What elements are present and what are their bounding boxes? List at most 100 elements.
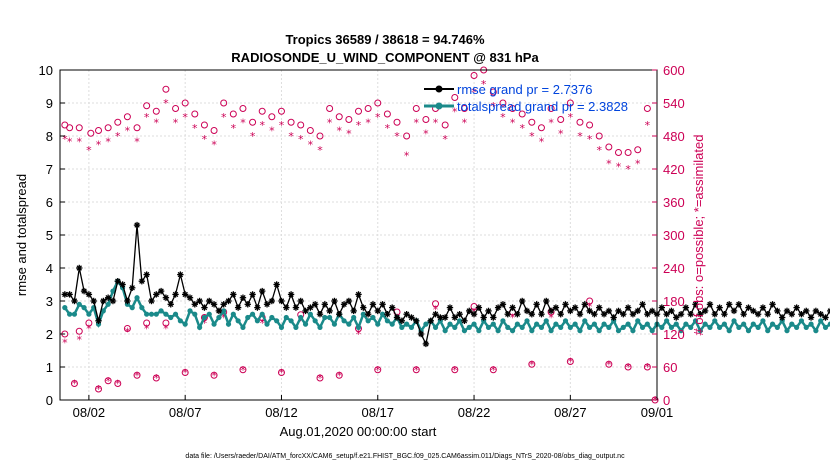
obs-possible-point (451, 94, 459, 101)
obs-assimilated-point: * (548, 312, 554, 325)
obs-possible-point (326, 105, 334, 112)
obs-possible-point (200, 121, 208, 129)
obs-assimilated-point: * (125, 325, 131, 338)
rmse-point (403, 311, 410, 318)
obs-assimilated-point: * (548, 116, 554, 129)
rmse-point (730, 307, 738, 315)
rmse-point (441, 314, 449, 321)
rmse-point (687, 311, 694, 318)
spread-point (505, 324, 511, 330)
y-axis-label: rmse and totalspread (14, 174, 29, 296)
spread-point (302, 321, 309, 327)
spread-point (818, 318, 824, 324)
obs-possible-point (104, 124, 112, 132)
spread-point (635, 318, 641, 324)
obs-assimilated-point: * (365, 116, 371, 129)
obs-possible-point (191, 110, 199, 118)
obs-assimilated-point: * (96, 138, 102, 151)
rmse-point (148, 297, 155, 305)
rmse-point (682, 304, 690, 311)
spread-point (615, 328, 622, 334)
y-axis-right: 0 60 120 180 240 300 360 420 480 540 600 (652, 63, 685, 408)
obs-assimilated-point: * (288, 130, 294, 143)
spread-point (774, 324, 780, 330)
spread-point (269, 314, 275, 321)
rmse-point (567, 307, 574, 315)
obs-assimilated-point: * (115, 130, 121, 143)
obs-assimilated-point: * (240, 116, 246, 129)
spread-point (86, 311, 92, 317)
spread-point (668, 324, 675, 330)
obs-possible-point (432, 300, 440, 308)
y-tick-label: 3 (46, 294, 53, 309)
rmse-point (456, 311, 463, 318)
obs-possible-point (412, 366, 420, 374)
spread-point (278, 324, 285, 330)
legend-label-spread: totalspread grand pr = 2.3828 (457, 99, 628, 114)
obs-assimilated-point: * (105, 136, 111, 149)
rmse-point (764, 311, 771, 318)
spread-point (716, 324, 723, 330)
rmse-point (167, 301, 174, 308)
rmse-point (413, 317, 420, 324)
spread-point (144, 311, 150, 317)
rmse-point (485, 307, 492, 315)
rmse-point (215, 307, 223, 315)
spread-point (384, 318, 390, 324)
rmse-point (336, 311, 343, 318)
spread-point (283, 314, 289, 321)
spread-point (534, 321, 540, 327)
rmse-point (162, 294, 170, 301)
spread-point (423, 321, 429, 327)
spread-point (726, 328, 732, 334)
spread-point (134, 295, 140, 301)
spread-point (649, 328, 655, 334)
rmse-point (374, 307, 381, 315)
spread-point (110, 288, 116, 294)
y2-tick-label: 60 (663, 360, 677, 375)
obs-possible-point (200, 314, 208, 321)
spread-point (298, 314, 304, 321)
rmse-point (85, 291, 93, 298)
spread-point (678, 328, 684, 334)
spread-point (76, 301, 82, 307)
rmse-point (259, 287, 266, 295)
rmse-point (71, 297, 78, 305)
rmse-point (504, 311, 511, 318)
rmse-point (417, 330, 425, 338)
spread-point (765, 328, 771, 334)
spread-point (707, 324, 713, 330)
y-tick-label: 8 (46, 129, 53, 144)
obs-assimilated-point: * (327, 116, 333, 129)
spread-point (630, 328, 636, 334)
rmse-point (157, 287, 165, 295)
rmse-point (514, 311, 521, 318)
obs-assimilated-point: * (635, 158, 641, 171)
obs-possible-point (518, 110, 526, 118)
rmse-point (673, 314, 680, 321)
y2-tick-label: 120 (663, 327, 685, 342)
y2-tick-label: 480 (663, 129, 685, 144)
rmse-point (331, 297, 338, 305)
obs-possible-point (412, 105, 420, 112)
rmse-point (543, 297, 550, 305)
spread-point (625, 321, 631, 327)
spread-point (471, 321, 477, 327)
spread-point (177, 318, 183, 324)
y2-axis-label: # of obs: o=possible; *=assimilated (691, 135, 706, 336)
rmse-point (427, 317, 434, 324)
obs-assimilated-point: * (336, 125, 342, 138)
spread-point (572, 321, 578, 327)
rmse-point (446, 304, 454, 311)
obs-assimilated-point: * (298, 133, 304, 146)
spread-point (562, 318, 569, 324)
obs-possible-point (566, 99, 574, 107)
spread-point (346, 321, 352, 327)
obs-possible-point (374, 99, 382, 107)
obs-assimilated-point: * (298, 314, 304, 327)
obs-assimilated-point: * (423, 127, 429, 140)
obs-assimilated-point: * (269, 125, 275, 138)
rmse-point (769, 301, 776, 308)
obs-possible-point (374, 366, 382, 374)
spread-point (514, 321, 520, 327)
